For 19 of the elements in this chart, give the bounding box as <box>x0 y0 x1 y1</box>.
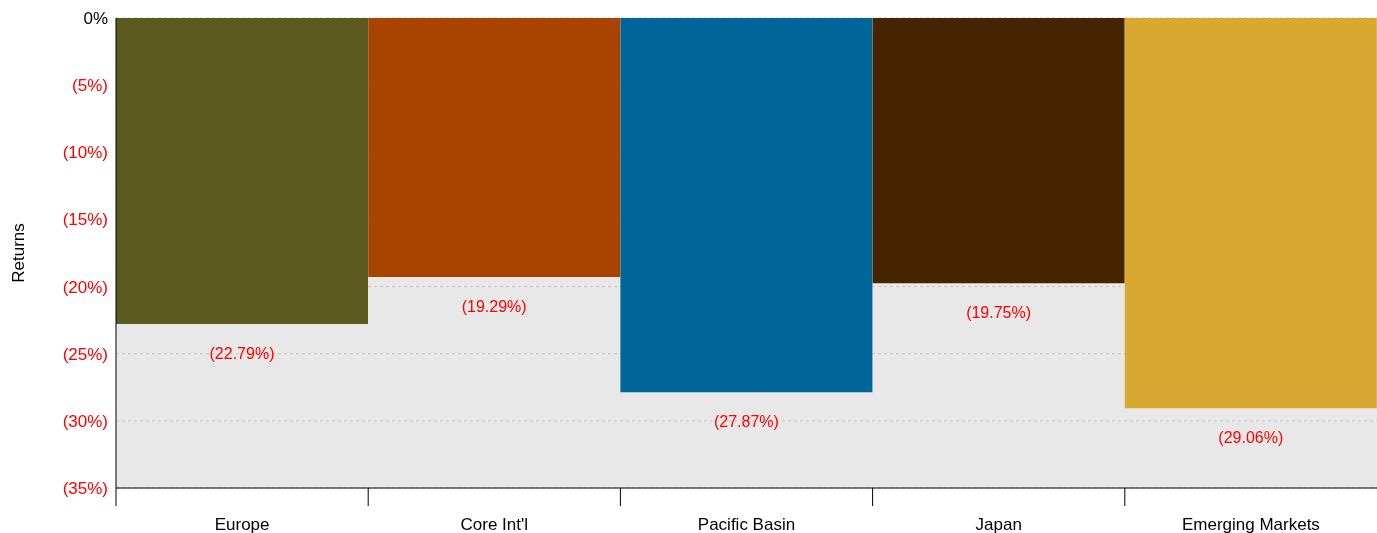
data-label: (29.06%) <box>1218 429 1284 447</box>
y-tick-label: (25%) <box>62 344 108 364</box>
y-tick-label: 0% <box>83 9 108 28</box>
data-label: (27.87%) <box>713 413 779 431</box>
y-tick-label: (20%) <box>62 277 108 297</box>
y-tick-label: (35%) <box>62 479 108 498</box>
x-tick-label: Japan <box>975 515 1022 533</box>
y-tick-label: (30%) <box>62 411 108 431</box>
y-axis-title: Returns <box>9 223 29 283</box>
y-tick-label: (10%) <box>62 143 108 163</box>
x-tick-label: Pacific Basin <box>697 515 796 533</box>
x-tick-label: Europe <box>214 515 270 533</box>
x-tick-label: Emerging Markets <box>1181 515 1320 533</box>
y-tick-label: (5%) <box>72 76 108 96</box>
y-tick-label: (15%) <box>62 210 108 230</box>
x-tick-label: Core Int'l <box>460 515 529 533</box>
data-label: (19.75%) <box>966 304 1032 322</box>
data-label: (22.79%) <box>209 345 275 363</box>
data-label: (19.29%) <box>461 298 527 316</box>
